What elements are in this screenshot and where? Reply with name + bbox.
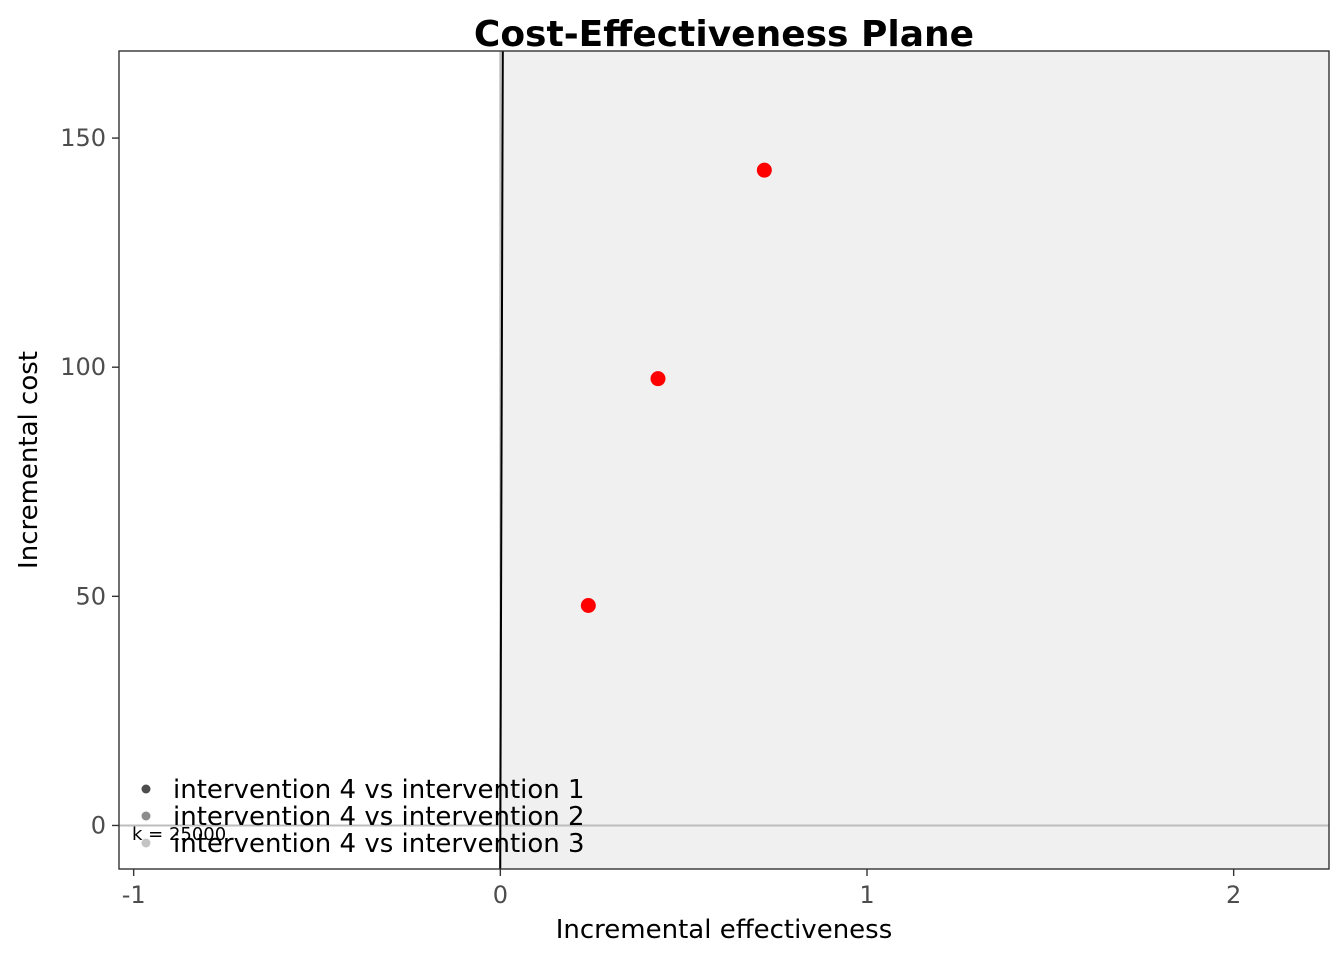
legend-key: [141, 784, 151, 794]
wtp-threshold-line: [499, 50, 504, 870]
legend-key: [141, 838, 151, 848]
chart-title: Cost-Effectiveness Plane: [474, 14, 974, 55]
y-tick-label: 0: [91, 811, 106, 839]
x-tick-label: 1: [859, 881, 874, 909]
x-axis: -1 0 1 2: [122, 869, 1241, 909]
x-axis-label: Incremental effectiveness: [556, 915, 893, 945]
x-tick-label: 0: [493, 881, 508, 909]
y-tick-label: 50: [75, 582, 106, 610]
data-points: [580, 162, 772, 613]
data-point: [756, 162, 772, 178]
y-tick-label: 150: [60, 124, 106, 152]
cost-effective-region: [500, 51, 1330, 869]
panel-border: [118, 50, 1330, 870]
x-tick-label: -1: [122, 881, 146, 909]
plot-panel: [118, 50, 1330, 870]
wtp-label: k = 25000: [132, 824, 226, 845]
legend-label: intervention 4 vs intervention 2: [173, 802, 585, 832]
legend: intervention 4 vs intervention 1interven…: [141, 775, 585, 859]
data-point: [580, 597, 596, 613]
y-axis: 0 50 100 150: [60, 124, 119, 839]
legend-key: [141, 811, 151, 821]
data-point: [650, 371, 666, 387]
y-axis-label: Incremental cost: [14, 351, 44, 569]
legend-label: intervention 4 vs intervention 3: [173, 829, 585, 859]
y-tick-label: 100: [60, 353, 106, 381]
legend-label: intervention 4 vs intervention 1: [173, 775, 585, 805]
x-tick-label: 2: [1226, 881, 1241, 909]
